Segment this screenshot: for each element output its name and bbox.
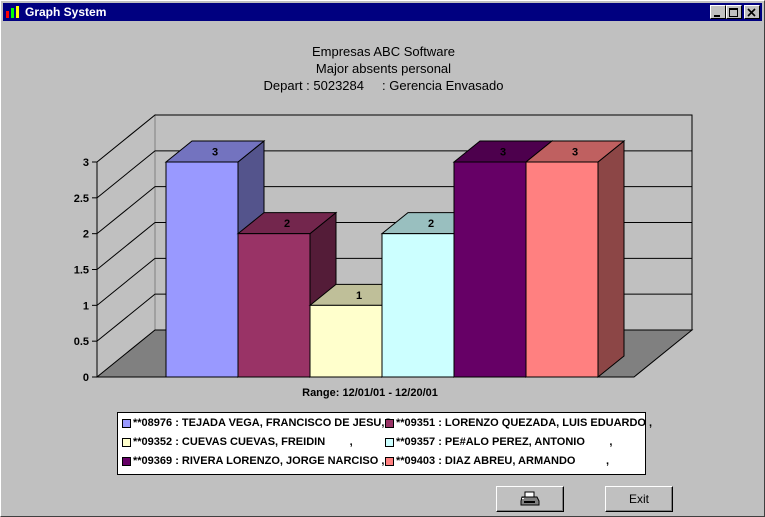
chart-subtitle: Major absents personal	[315, 61, 452, 76]
bar-side	[597, 139, 625, 379]
legend-swatch	[385, 418, 394, 428]
chart-title: Empresas ABC Software	[311, 44, 456, 59]
legend-item: **09351 : LORENZO QUEZADA, LUIS EDUARDO …	[385, 417, 652, 429]
print-button[interactable]	[496, 486, 564, 512]
legend-label: **09351 : LORENZO QUEZADA, LUIS EDUARDO …	[396, 417, 653, 429]
y-tick-label: 0.5	[74, 336, 89, 348]
chart-department: Depart : 5023284 : Gerencia Envasado	[263, 78, 504, 93]
close-icon	[747, 8, 756, 17]
data-label: 3	[500, 147, 506, 159]
bar	[309, 304, 383, 378]
bar	[381, 233, 455, 378]
exit-button[interactable]: Exit	[605, 486, 673, 512]
gridline	[96, 114, 692, 163]
y-tick-label: 1	[83, 300, 89, 312]
y-tick-label: 3	[83, 157, 89, 169]
bar	[525, 161, 599, 378]
bar	[165, 161, 239, 378]
legend-item: **09352 : CUEVAS CUEVAS, FREIDIN ,	[122, 436, 353, 448]
data-label: 2	[428, 218, 434, 230]
app-icon[interactable]	[5, 5, 21, 19]
printer-icon	[520, 491, 540, 506]
legend-swatch	[122, 437, 131, 447]
legend-label: **09352 : CUEVAS CUEVAS, FREIDIN ,	[133, 436, 353, 448]
legend-label: **09357 : PE#ALO PEREZ, ANTONIO ,	[396, 436, 613, 448]
data-label: 2	[284, 218, 290, 230]
legend-item: **09357 : PE#ALO PEREZ, ANTONIO ,	[385, 436, 612, 448]
legend-label: **09403 : DIAZ ABREU, ARMANDO ,	[396, 455, 610, 467]
legend-label: **09369 : RIVERA LORENZO, JORGE NARCISO …	[133, 455, 385, 467]
maximize-button[interactable]	[726, 5, 742, 19]
bar	[453, 161, 527, 378]
data-label: 1	[356, 290, 362, 302]
y-tick-label: 1.5	[74, 265, 89, 277]
legend-item: **09403 : DIAZ ABREU, ARMANDO ,	[385, 455, 609, 467]
legend-swatch	[385, 437, 394, 447]
legend-item: **09369 : RIVERA LORENZO, JORGE NARCISO …	[122, 455, 384, 467]
bar-chart: 0 0.5 1 1.5 2 2.5 3 3 2 1 2 3 3 Range: 12/01/01 - 12/…	[74, 113, 694, 399]
legend-swatch	[122, 456, 131, 466]
legend-swatch	[122, 418, 131, 428]
title-bar: Graph System	[3, 3, 762, 21]
y-tick-label: 2.5	[74, 193, 89, 205]
data-label: 3	[212, 147, 218, 159]
legend-item: **08976 : TEJADA VEGA, FRANCISCO DE JESU…	[122, 417, 392, 429]
x-axis-label: Range: 12/01/01 - 12/20/01	[302, 387, 438, 399]
chart-titles: Empresas ABC Software Major absents pers…	[1, 43, 765, 94]
chart-legend: **08976 : TEJADA VEGA, FRANCISCO DE JESU…	[117, 412, 652, 475]
data-label: 3	[572, 147, 578, 159]
y-tick-label: 2	[83, 229, 89, 241]
maximize-icon	[729, 8, 738, 17]
legend-swatch	[385, 456, 394, 466]
bar	[237, 233, 311, 378]
legend-label: **08976 : TEJADA VEGA, FRANCISCO DE JESU…	[133, 417, 392, 429]
close-button[interactable]	[744, 5, 760, 19]
minimize-icon	[714, 15, 720, 17]
minimize-button[interactable]	[710, 5, 726, 19]
y-tick-label: 0	[83, 372, 89, 384]
window-title: Graph System	[25, 5, 107, 19]
